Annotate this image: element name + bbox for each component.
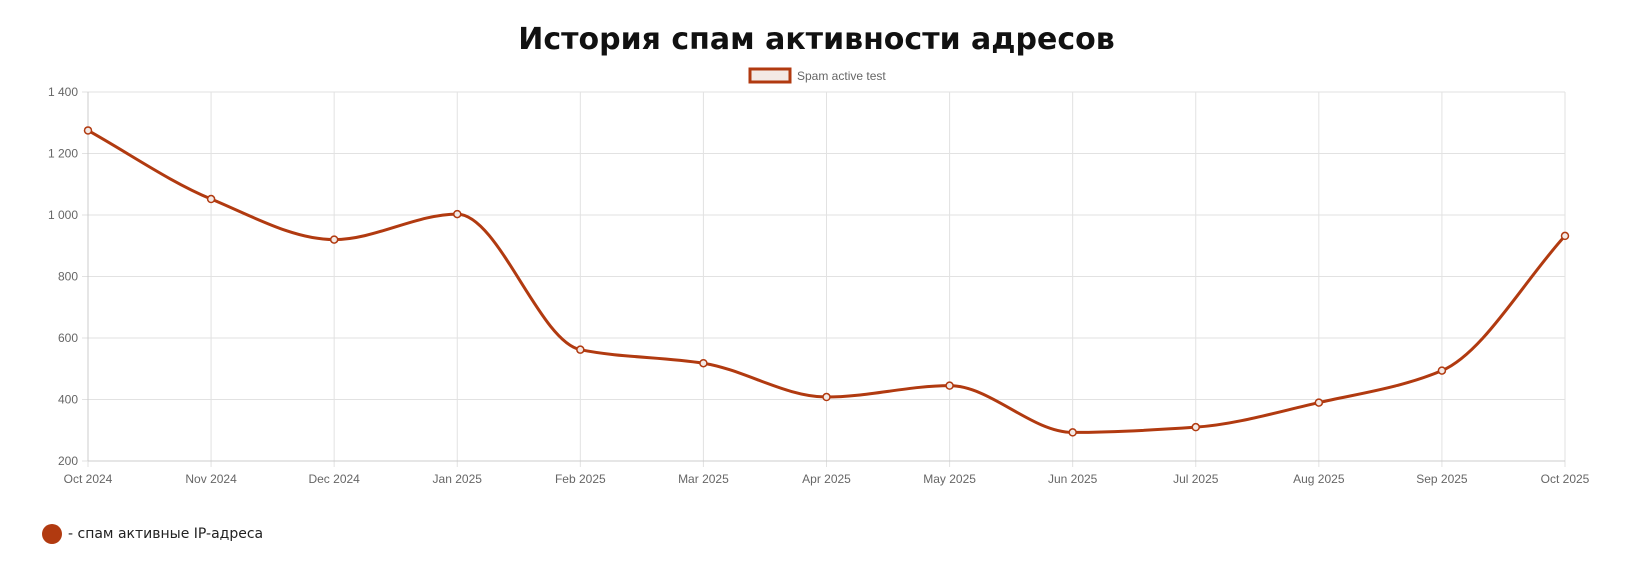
data-point [453,209,462,219]
data-point [822,392,831,402]
x-tick-label: Dec 2024 [308,472,360,486]
data-point [1560,231,1570,241]
x-tick-label: Oct 2025 [1541,472,1590,486]
y-tick-label: 1 400 [48,85,78,99]
x-tick-label: Jul 2025 [1173,472,1219,486]
x-tick-label: Jan 2025 [433,472,483,486]
data-point [1068,428,1077,437]
chart-title: История спам активности адресов [518,22,1115,57]
y-tick-label: 600 [58,331,78,345]
legend-label: Spam active test [797,69,886,83]
x-tick-label: Sep 2025 [1416,472,1468,486]
data-point [329,235,339,244]
x-tick-label: Oct 2024 [64,472,113,486]
y-tick-label: 200 [58,454,78,468]
data-point [83,126,93,135]
x-tick-label: Aug 2025 [1293,472,1345,486]
x-tick-label: Nov 2024 [185,472,237,486]
x-tick-label: May 2025 [923,472,976,486]
data-point [945,381,954,390]
data-point [699,358,708,368]
y-tick-label: 1 200 [48,147,78,161]
data-point [1437,366,1447,375]
legend-swatch [748,67,792,84]
footer-legend: - спам активные IP-адреса [42,524,263,544]
x-tick-label: Apr 2025 [802,472,851,486]
y-tick-label: 800 [58,270,78,284]
x-tick-label: Mar 2025 [678,472,729,486]
data-point [1314,398,1324,407]
data-point [576,345,585,354]
data-point [1191,422,1200,432]
legend-dot-icon [42,524,62,544]
y-tick-label: 1 000 [48,208,78,222]
footer-legend-label: - спам активные IP-адреса [68,526,264,542]
x-tick-label: Jun 2025 [1048,472,1098,486]
data-point [206,194,216,204]
x-tick-label: Feb 2025 [555,472,606,486]
y-tick-label: 400 [58,393,78,407]
